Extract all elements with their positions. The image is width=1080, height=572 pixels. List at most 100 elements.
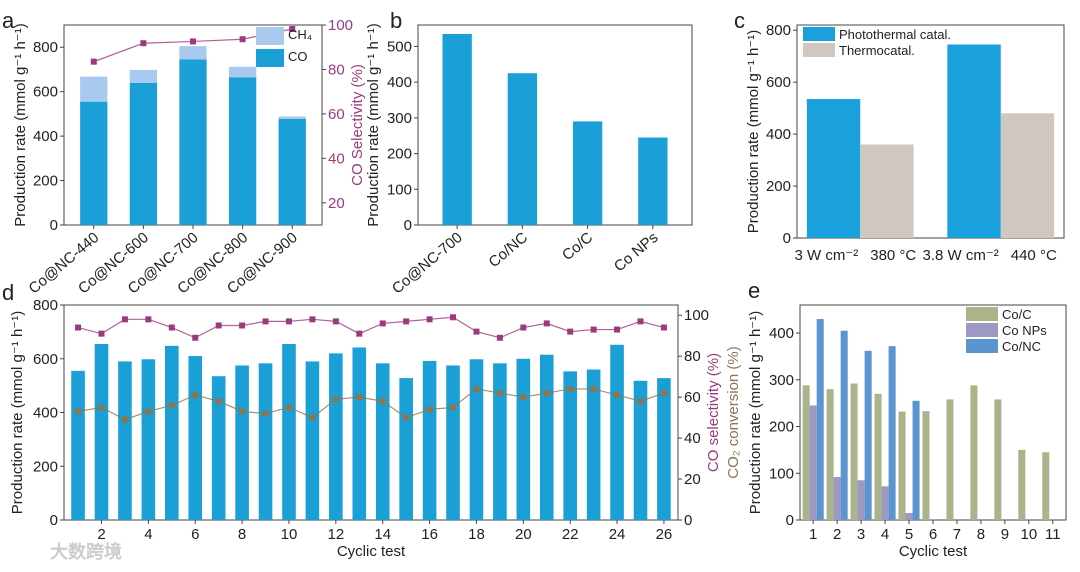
legend-label: Photothermal catal.: [839, 27, 951, 42]
bar-production-rate: [71, 370, 85, 520]
bar-production-rate: [375, 363, 390, 520]
line-marker: [190, 38, 196, 45]
line-marker: [614, 326, 621, 333]
bar-thermocatal-: [1000, 113, 1055, 238]
line-marker: [262, 410, 269, 417]
bar-co-nc: [840, 330, 848, 520]
line-marker: [496, 334, 503, 341]
line-marker: [567, 328, 574, 335]
panel-a: aCo@NC-440Co@NC-600Co@NC-700Co@NC-800Co@…: [2, 8, 366, 297]
x-tick-label: 22: [562, 526, 579, 543]
y-axis-label: Production rate (mmol g⁻¹ h⁻¹): [12, 23, 29, 226]
y-tick-label: 0: [404, 217, 412, 234]
bar-co-c: [922, 411, 930, 520]
y2-tick-label: 20: [328, 195, 345, 212]
line-marker: [98, 330, 105, 337]
y-tick-label: 100: [769, 465, 794, 482]
legend-swatch: [256, 49, 284, 67]
bar-production-rate: [118, 361, 132, 520]
line-marker: [403, 318, 410, 325]
line-marker: [637, 318, 644, 325]
x-tick-label: 440 °C: [1011, 247, 1057, 264]
x-tick-label: 10: [281, 526, 298, 543]
bar-production-rate: [305, 361, 320, 520]
bar-production-rate: [657, 378, 671, 520]
line-marker: [239, 408, 246, 415]
y-tick-label: 400: [33, 405, 58, 422]
bar-co: [129, 82, 158, 226]
line-marker: [75, 408, 82, 415]
y-tick-label: 600: [766, 74, 791, 91]
y-tick-label: 500: [387, 38, 412, 55]
x-tick-label: 14: [374, 526, 391, 543]
y-tick-label: 400: [769, 325, 794, 342]
legend-label: Co/C: [1002, 307, 1032, 322]
y-tick-label: 200: [769, 419, 794, 436]
line-marker: [590, 385, 597, 392]
bar-production-rate: [469, 359, 484, 520]
bar-co-nps: [905, 512, 913, 520]
bar-production-rate: [211, 376, 226, 520]
x-tick-label: 20: [515, 526, 532, 543]
bar-co-c: [874, 393, 882, 520]
line-marker: [660, 390, 667, 397]
line-marker: [289, 26, 296, 32]
line-1: [77, 388, 665, 421]
bar-production-rate: [188, 356, 203, 520]
bar-co-nc: [864, 350, 872, 520]
line-marker: [473, 385, 480, 392]
bar-ch-: [278, 116, 306, 119]
x-tick-label: 2: [833, 526, 841, 543]
line-marker: [309, 414, 316, 421]
y2-tick-label: 20: [684, 471, 701, 488]
x-tick-label: 24: [609, 526, 626, 543]
y-tick-label: 400: [387, 74, 412, 91]
y2-tick-label: 80: [328, 61, 345, 78]
bar-production-rate: [352, 347, 367, 520]
bar-co-c: [850, 383, 858, 520]
bar-production-rate: [446, 365, 460, 520]
bar-ch-: [80, 76, 108, 102]
y-tick-label: 600: [33, 351, 58, 368]
x-tick-label: 4: [144, 526, 152, 543]
panel-label: b: [390, 8, 402, 33]
bar-co-c: [802, 385, 810, 520]
line-marker: [145, 316, 152, 323]
line-0: [77, 316, 665, 339]
bar-production-rate: [493, 363, 507, 520]
y-tick-label: 800: [33, 39, 58, 56]
bar-ch-: [129, 69, 158, 83]
line-marker: [168, 402, 175, 409]
plot-frame: [417, 24, 693, 226]
line-marker: [614, 392, 621, 399]
line-marker: [520, 394, 527, 401]
line-marker: [543, 390, 550, 397]
line-marker: [140, 40, 147, 47]
line-marker: [309, 316, 316, 323]
y-tick-label: 200: [387, 146, 412, 163]
line-marker: [426, 316, 433, 323]
bar-co-nc: [912, 400, 920, 520]
y2-tick-label: 40: [684, 430, 701, 447]
x-tick-label: 11: [1045, 526, 1061, 543]
bar-co-nps: [857, 480, 865, 520]
panel-c: c 3 W cm⁻² 380 °C 3.8 W cm⁻² 440 °C 0 200 400 60…: [734, 8, 1065, 264]
x-tick-label: Co/C: [559, 229, 596, 264]
x-tick-label: 8: [238, 526, 246, 543]
x-tick-label: 5: [905, 526, 913, 543]
plot-frame: [796, 24, 1065, 239]
x-tick-label: 10: [1021, 526, 1038, 543]
y-tick-label: 300: [387, 110, 412, 127]
bar-production-rate: [563, 371, 577, 520]
legend-swatch: [803, 43, 835, 57]
x-tick-label: 1: [809, 526, 817, 543]
bar-production-rate: [399, 378, 413, 520]
bar-co-c: [826, 389, 834, 520]
line-marker: [450, 404, 457, 411]
x-tick-label: 380 °C: [870, 247, 916, 264]
line-marker: [121, 316, 128, 323]
legend-label: Thermocatal.: [839, 43, 915, 58]
x-tick-label: 12: [328, 526, 345, 543]
plot-frame: [63, 304, 679, 521]
